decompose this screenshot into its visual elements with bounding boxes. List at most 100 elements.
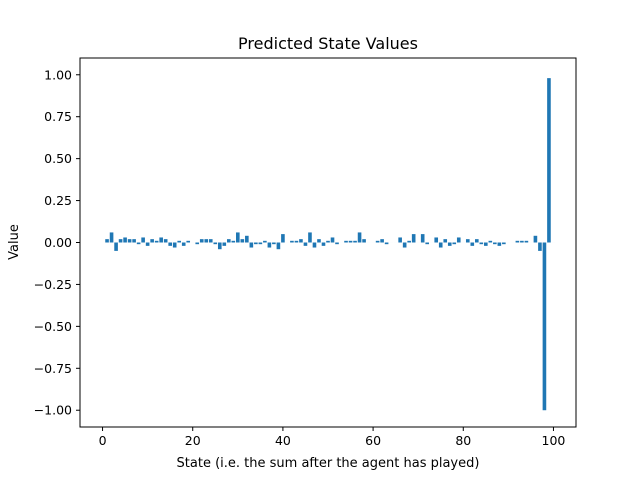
bar-state-78 <box>452 242 457 245</box>
bar-state-24 <box>208 239 213 243</box>
bar-state-1 <box>105 239 109 243</box>
bar-state-77 <box>447 242 452 246</box>
bar-state-82 <box>470 242 475 246</box>
bar-state-14 <box>163 239 168 243</box>
y-tick-label-6: 0.50 <box>44 151 72 166</box>
y-tick-label-1: −0.75 <box>34 361 72 376</box>
bar-state-7 <box>132 239 136 243</box>
x-tick-label-40: 40 <box>275 433 291 448</box>
y-tick-label-0: −1.00 <box>34 403 72 418</box>
bar-state-26 <box>217 242 222 250</box>
bar-state-5 <box>123 237 127 243</box>
bar-state-25 <box>213 242 218 245</box>
bar-state-46 <box>308 232 312 243</box>
bar-state-97 <box>538 242 542 251</box>
x-tick-label-20: 20 <box>185 433 201 448</box>
bar-state-39 <box>276 242 281 250</box>
chart-title: Predicted State Values <box>238 34 418 53</box>
x-axis-label: State (i.e. the sum after the agent has … <box>177 456 480 471</box>
plot-frame <box>79 57 577 428</box>
bar-state-27 <box>222 242 227 246</box>
bar-state-6 <box>127 239 132 243</box>
bar-state-33 <box>249 242 254 248</box>
bar-state-45 <box>303 242 308 246</box>
bar-state-9 <box>141 237 145 243</box>
bar-series <box>105 78 556 411</box>
bar-state-37 <box>267 242 272 248</box>
bar-state-38 <box>272 242 276 245</box>
bar-state-51 <box>330 237 335 243</box>
bar-state-4 <box>118 239 123 243</box>
y-tick-label-8: 1.00 <box>44 67 72 82</box>
bar-state-42 <box>290 240 294 243</box>
bar-state-47 <box>312 242 317 248</box>
bar-state-44 <box>299 239 303 243</box>
bar-state-69 <box>411 234 416 243</box>
bar-state-12 <box>154 240 159 243</box>
bar-state-28 <box>227 239 231 243</box>
y-axis-label: Value <box>7 224 22 260</box>
x-axis-ticks: 0 20 40 60 80 100 <box>99 427 566 448</box>
bar-state-11 <box>150 239 154 243</box>
bar-state-87 <box>493 242 497 245</box>
bar-state-58 <box>362 239 366 243</box>
y-tick-label-4: 0.00 <box>44 235 72 250</box>
bar-state-74 <box>434 237 439 243</box>
bar-state-40 <box>281 234 285 243</box>
bar-state-92 <box>515 240 520 243</box>
bar-state-88 <box>497 242 502 246</box>
bar-state-55 <box>348 240 353 243</box>
bar-state-56 <box>353 240 357 243</box>
bar-state-10 <box>145 242 150 246</box>
bar-state-89 <box>502 242 506 245</box>
y-tick-label-3: −0.25 <box>34 277 72 292</box>
bar-state-66 <box>398 237 402 243</box>
x-tick-label-100: 100 <box>542 433 566 448</box>
bar-state-85 <box>484 242 488 246</box>
bar-state-17 <box>177 240 182 243</box>
bar-state-63 <box>384 242 389 245</box>
bar-state-19 <box>186 240 191 243</box>
bar-state-57 <box>357 232 362 243</box>
bar-state-8 <box>136 242 141 245</box>
bar-state-2 <box>109 232 114 243</box>
y-axis-ticks: −1.00 −0.75 −0.50 −0.25 0.00 0.25 0.50 0.75 1.00 <box>34 67 80 418</box>
x-tick-label-0: 0 <box>99 433 107 448</box>
bar-state-98 <box>542 242 547 411</box>
bar-state-81 <box>465 239 470 243</box>
y-tick-label-5: 0.25 <box>44 193 72 208</box>
bar-state-86 <box>488 240 493 243</box>
bar-state-49 <box>321 242 326 246</box>
bar-state-34 <box>254 242 258 245</box>
bar-state-16 <box>172 242 177 248</box>
bar-state-43 <box>294 240 299 243</box>
bar-state-71 <box>420 234 425 243</box>
bar-state-84 <box>479 242 484 245</box>
bar-state-68 <box>407 240 411 243</box>
x-tick-label-60: 60 <box>365 433 381 448</box>
bar-state-48 <box>317 239 321 243</box>
bar-state-62 <box>380 239 384 243</box>
bar-state-22 <box>199 239 204 243</box>
bar-state-13 <box>159 237 163 243</box>
bar-state-72 <box>425 242 430 245</box>
bar-state-76 <box>443 239 448 243</box>
bar-state-75 <box>438 242 443 248</box>
bar-state-96 <box>533 235 538 243</box>
bar-state-18 <box>181 242 186 246</box>
y-tick-label-2: −0.50 <box>34 319 72 334</box>
x-tick-label-80: 80 <box>455 433 471 448</box>
bar-state-29 <box>231 240 236 243</box>
bar-state-31 <box>240 239 245 243</box>
bar-state-36 <box>263 240 267 243</box>
bar-state-23 <box>204 239 209 243</box>
bar-state-79 <box>456 237 461 243</box>
bar-state-83 <box>475 239 479 243</box>
bar-state-52 <box>335 242 339 245</box>
bar-state-50 <box>326 240 330 243</box>
bar-state-94 <box>524 240 529 243</box>
bar-state-67 <box>402 242 407 248</box>
bar-state-61 <box>375 240 380 243</box>
bar-state-54 <box>344 240 348 243</box>
